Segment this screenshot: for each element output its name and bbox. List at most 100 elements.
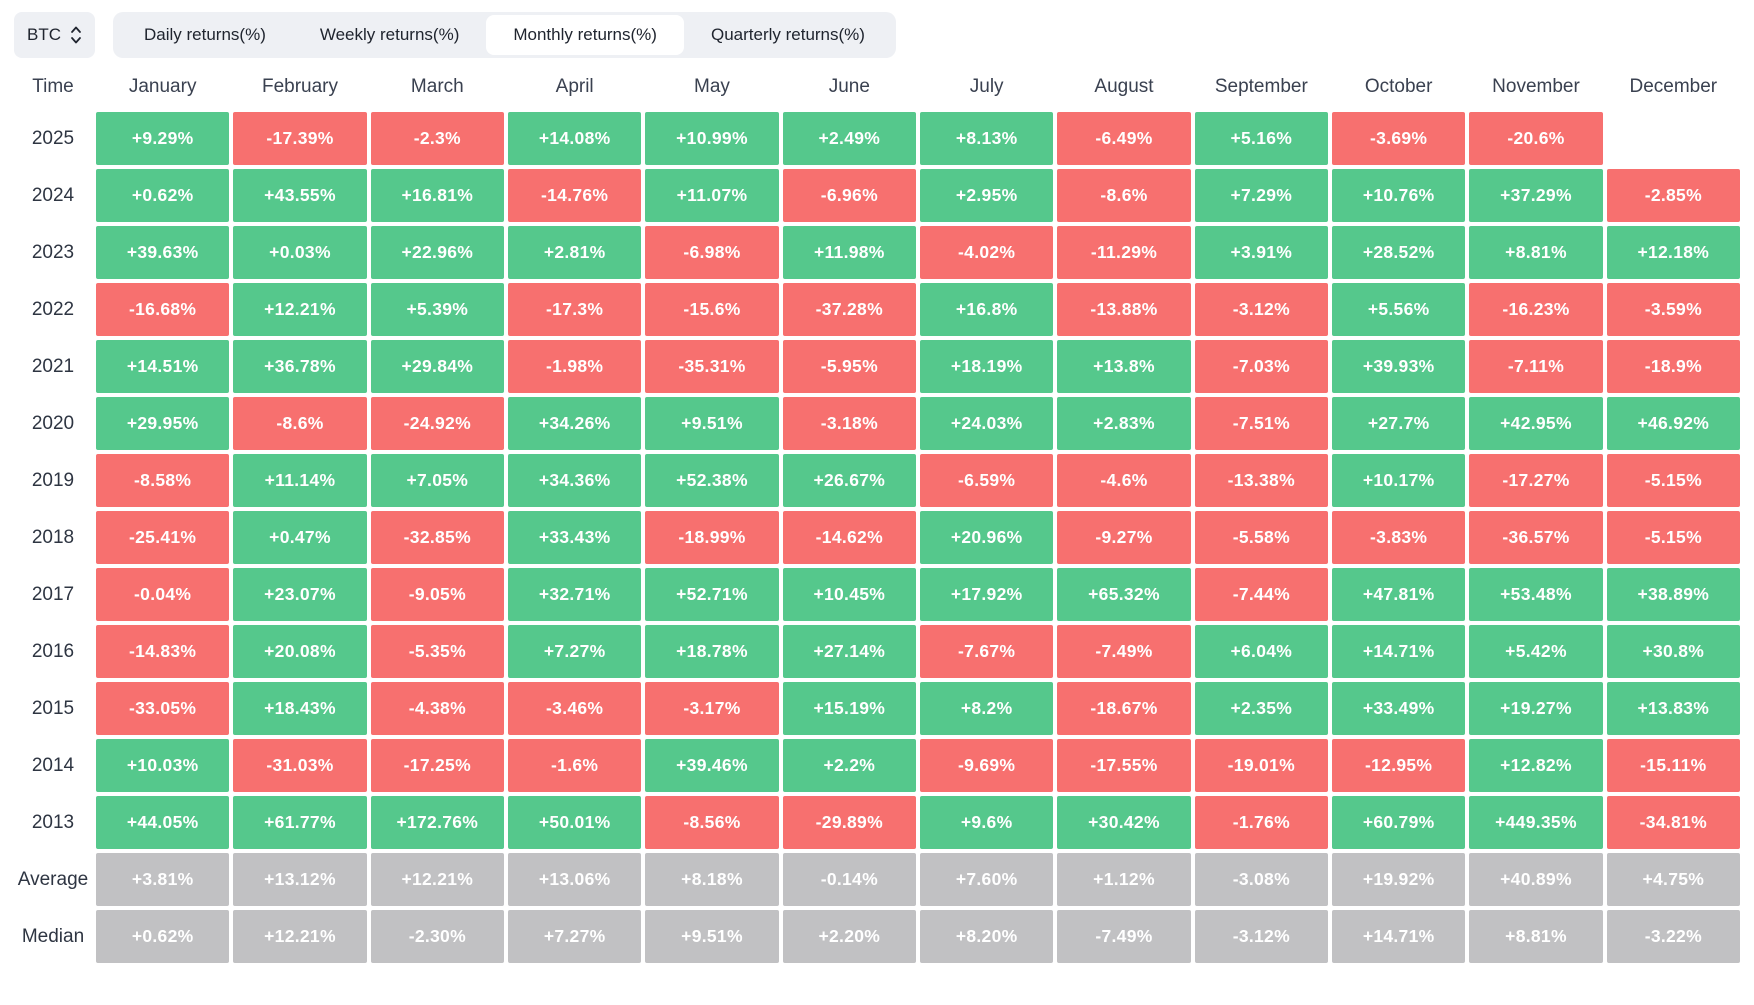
- row-label-2025: 2025: [31, 127, 75, 149]
- return-cell: +34.26%: [507, 397, 642, 450]
- month-header-november: November: [1492, 76, 1580, 97]
- month-header-march: March: [410, 76, 464, 97]
- return-cell: +8.20%: [919, 910, 1054, 963]
- return-cell: +3.91%: [1194, 226, 1328, 279]
- returns-period-tabs: Daily returns(%) Weekly returns(%) Monthly…: [113, 12, 896, 58]
- return-cell: +52.38%: [645, 454, 779, 507]
- month-header-february: February: [261, 76, 338, 97]
- return-cell: +7.29%: [1194, 169, 1328, 222]
- return-cell: -9.69%: [919, 739, 1054, 792]
- return-cell: +4.75%: [1606, 853, 1740, 906]
- return-cell: -18.99%: [645, 511, 779, 564]
- row-label-2016: 2016: [31, 640, 75, 662]
- return-cell: +2.20%: [782, 910, 916, 963]
- return-cell: -33.05%: [96, 682, 230, 735]
- return-cell: +14.71%: [1331, 625, 1466, 678]
- tab-monthly-returns[interactable]: Monthly returns(%): [486, 15, 684, 55]
- return-cell: +27.7%: [1331, 397, 1466, 450]
- return-cell: -3.59%: [1606, 283, 1740, 336]
- return-cell: +14.51%: [96, 340, 230, 393]
- return-cell: +47.81%: [1331, 568, 1466, 621]
- return-cell: +39.63%: [96, 226, 230, 279]
- return-cell: -7.11%: [1469, 340, 1603, 393]
- return-cell: -5.15%: [1606, 454, 1740, 507]
- return-cell: -5.35%: [370, 625, 504, 678]
- return-cell: -3.22%: [1606, 910, 1740, 963]
- return-cell: -24.92%: [370, 397, 504, 450]
- return-cell: +11.14%: [233, 454, 367, 507]
- return-cell: +30.42%: [1057, 796, 1191, 849]
- return-cell: -0.04%: [96, 568, 230, 621]
- return-cell: +8.18%: [645, 853, 779, 906]
- row-label-2021: 2021: [31, 355, 75, 377]
- return-cell: +11.98%: [782, 226, 916, 279]
- row-label-2019: 2019: [31, 469, 75, 491]
- return-cell: -29.89%: [782, 796, 916, 849]
- return-cell: -4.6%: [1057, 454, 1191, 507]
- return-cell: -4.02%: [919, 226, 1054, 279]
- return-cell: -8.58%: [96, 454, 230, 507]
- return-cell: -3.18%: [782, 397, 916, 450]
- return-cell: +449.35%: [1469, 796, 1603, 849]
- return-cell: -25.41%: [96, 511, 230, 564]
- return-cell: -0.14%: [782, 853, 916, 906]
- return-cell: -18.67%: [1057, 682, 1191, 735]
- return-cell: -13.88%: [1057, 283, 1191, 336]
- tab-quarterly-returns[interactable]: Quarterly returns(%): [684, 15, 892, 55]
- return-cell: +15.19%: [782, 682, 916, 735]
- return-cell: +0.62%: [96, 910, 230, 963]
- return-cell: +44.05%: [96, 796, 230, 849]
- return-cell: +13.12%: [233, 853, 367, 906]
- tab-weekly-returns[interactable]: Weekly returns(%): [293, 15, 487, 55]
- month-header-april: April: [555, 76, 594, 97]
- return-cell: -7.49%: [1057, 910, 1191, 963]
- return-cell: +60.79%: [1331, 796, 1466, 849]
- return-cell: -6.96%: [782, 169, 916, 222]
- return-cell: +17.92%: [919, 568, 1054, 621]
- toolbar: BTC Daily returns(%) Weekly returns(%) Mon…: [14, 12, 1754, 58]
- return-cell: -7.51%: [1194, 397, 1328, 450]
- return-cell: +27.14%: [782, 625, 916, 678]
- row-label-2020: 2020: [31, 412, 75, 434]
- return-cell: -31.03%: [233, 739, 367, 792]
- return-cell: -1.6%: [507, 739, 642, 792]
- row-label-2017: 2017: [31, 583, 75, 605]
- asset-selector[interactable]: BTC: [14, 12, 95, 58]
- return-cell: +18.19%: [919, 340, 1054, 393]
- return-cell: +28.52%: [1331, 226, 1466, 279]
- row-label-2022: 2022: [31, 298, 75, 320]
- return-cell: -3.69%: [1331, 112, 1466, 165]
- return-cell: -17.3%: [507, 283, 642, 336]
- return-cell: -36.57%: [1469, 511, 1603, 564]
- return-cell: +2.81%: [507, 226, 642, 279]
- return-cell: +13.83%: [1606, 682, 1740, 735]
- return-cell: +14.08%: [507, 112, 642, 165]
- row-label-median: Median: [21, 925, 85, 947]
- return-cell: +0.03%: [233, 226, 367, 279]
- return-cell: +13.8%: [1057, 340, 1191, 393]
- month-header-december: December: [1629, 76, 1718, 97]
- return-cell: -17.27%: [1469, 454, 1603, 507]
- asset-selector-label: BTC: [27, 25, 61, 44]
- return-cell: +18.43%: [233, 682, 367, 735]
- return-cell: -2.3%: [370, 112, 504, 165]
- return-cell: -17.55%: [1057, 739, 1191, 792]
- return-cell: -16.23%: [1469, 283, 1603, 336]
- return-cell: +8.81%: [1469, 910, 1603, 963]
- return-cell: +8.2%: [919, 682, 1054, 735]
- return-cell: -8.6%: [1057, 169, 1191, 222]
- return-cell: +38.89%: [1606, 568, 1740, 621]
- empty-cell: [1607, 112, 1740, 165]
- return-cell: +19.27%: [1469, 682, 1603, 735]
- tab-daily-returns[interactable]: Daily returns(%): [117, 15, 293, 55]
- return-cell: -7.44%: [1194, 568, 1328, 621]
- return-cell: +50.01%: [507, 796, 642, 849]
- return-cell: -3.17%: [645, 682, 779, 735]
- month-header-june: June: [828, 76, 870, 97]
- return-cell: -13.38%: [1194, 454, 1328, 507]
- return-cell: -32.85%: [370, 511, 504, 564]
- row-label-2014: 2014: [31, 754, 75, 776]
- return-cell: -7.67%: [919, 625, 1054, 678]
- return-cell: -34.81%: [1606, 796, 1740, 849]
- return-cell: +26.67%: [782, 454, 916, 507]
